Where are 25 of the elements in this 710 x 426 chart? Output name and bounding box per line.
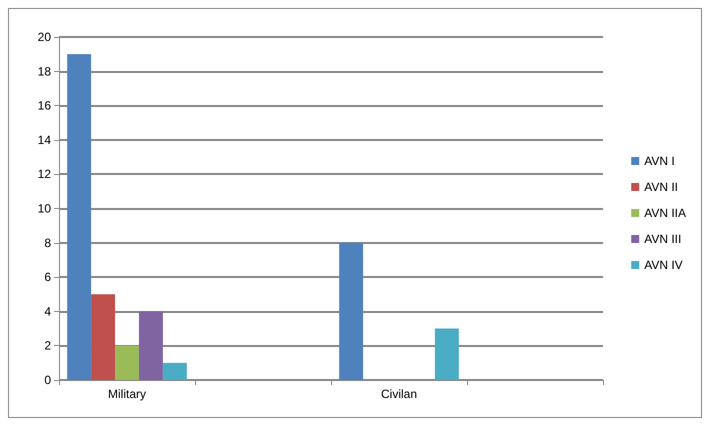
bar bbox=[91, 294, 116, 380]
bar bbox=[67, 54, 92, 380]
legend-label: AVN III bbox=[644, 232, 682, 246]
bar bbox=[339, 242, 364, 380]
y-tick-label: 6 bbox=[44, 270, 52, 284]
y-tick-label: 0 bbox=[44, 373, 52, 387]
y-tick-label: 10 bbox=[38, 202, 52, 216]
y-tick-label: 20 bbox=[38, 30, 52, 44]
y-tick-label: 4 bbox=[44, 304, 52, 318]
bar bbox=[162, 362, 187, 380]
y-tick-label: 18 bbox=[38, 64, 52, 78]
y-tick-label: 2 bbox=[44, 338, 52, 353]
legend-label: AVN IV bbox=[644, 258, 683, 272]
x-tick-label: Civilan bbox=[380, 387, 418, 401]
legend-label: AVN I bbox=[644, 154, 675, 168]
bar bbox=[434, 328, 459, 380]
y-tick-label: 14 bbox=[38, 132, 52, 147]
legend-label: AVN IIA bbox=[644, 206, 686, 220]
x-tick-label: Military bbox=[108, 387, 146, 401]
y-tick-label: 8 bbox=[44, 236, 52, 250]
bar bbox=[115, 346, 139, 380]
y-tick-label: 12 bbox=[38, 167, 52, 182]
y-tick-label: 16 bbox=[38, 98, 52, 113]
bar bbox=[138, 311, 163, 380]
legend-label: AVN II bbox=[644, 180, 678, 194]
